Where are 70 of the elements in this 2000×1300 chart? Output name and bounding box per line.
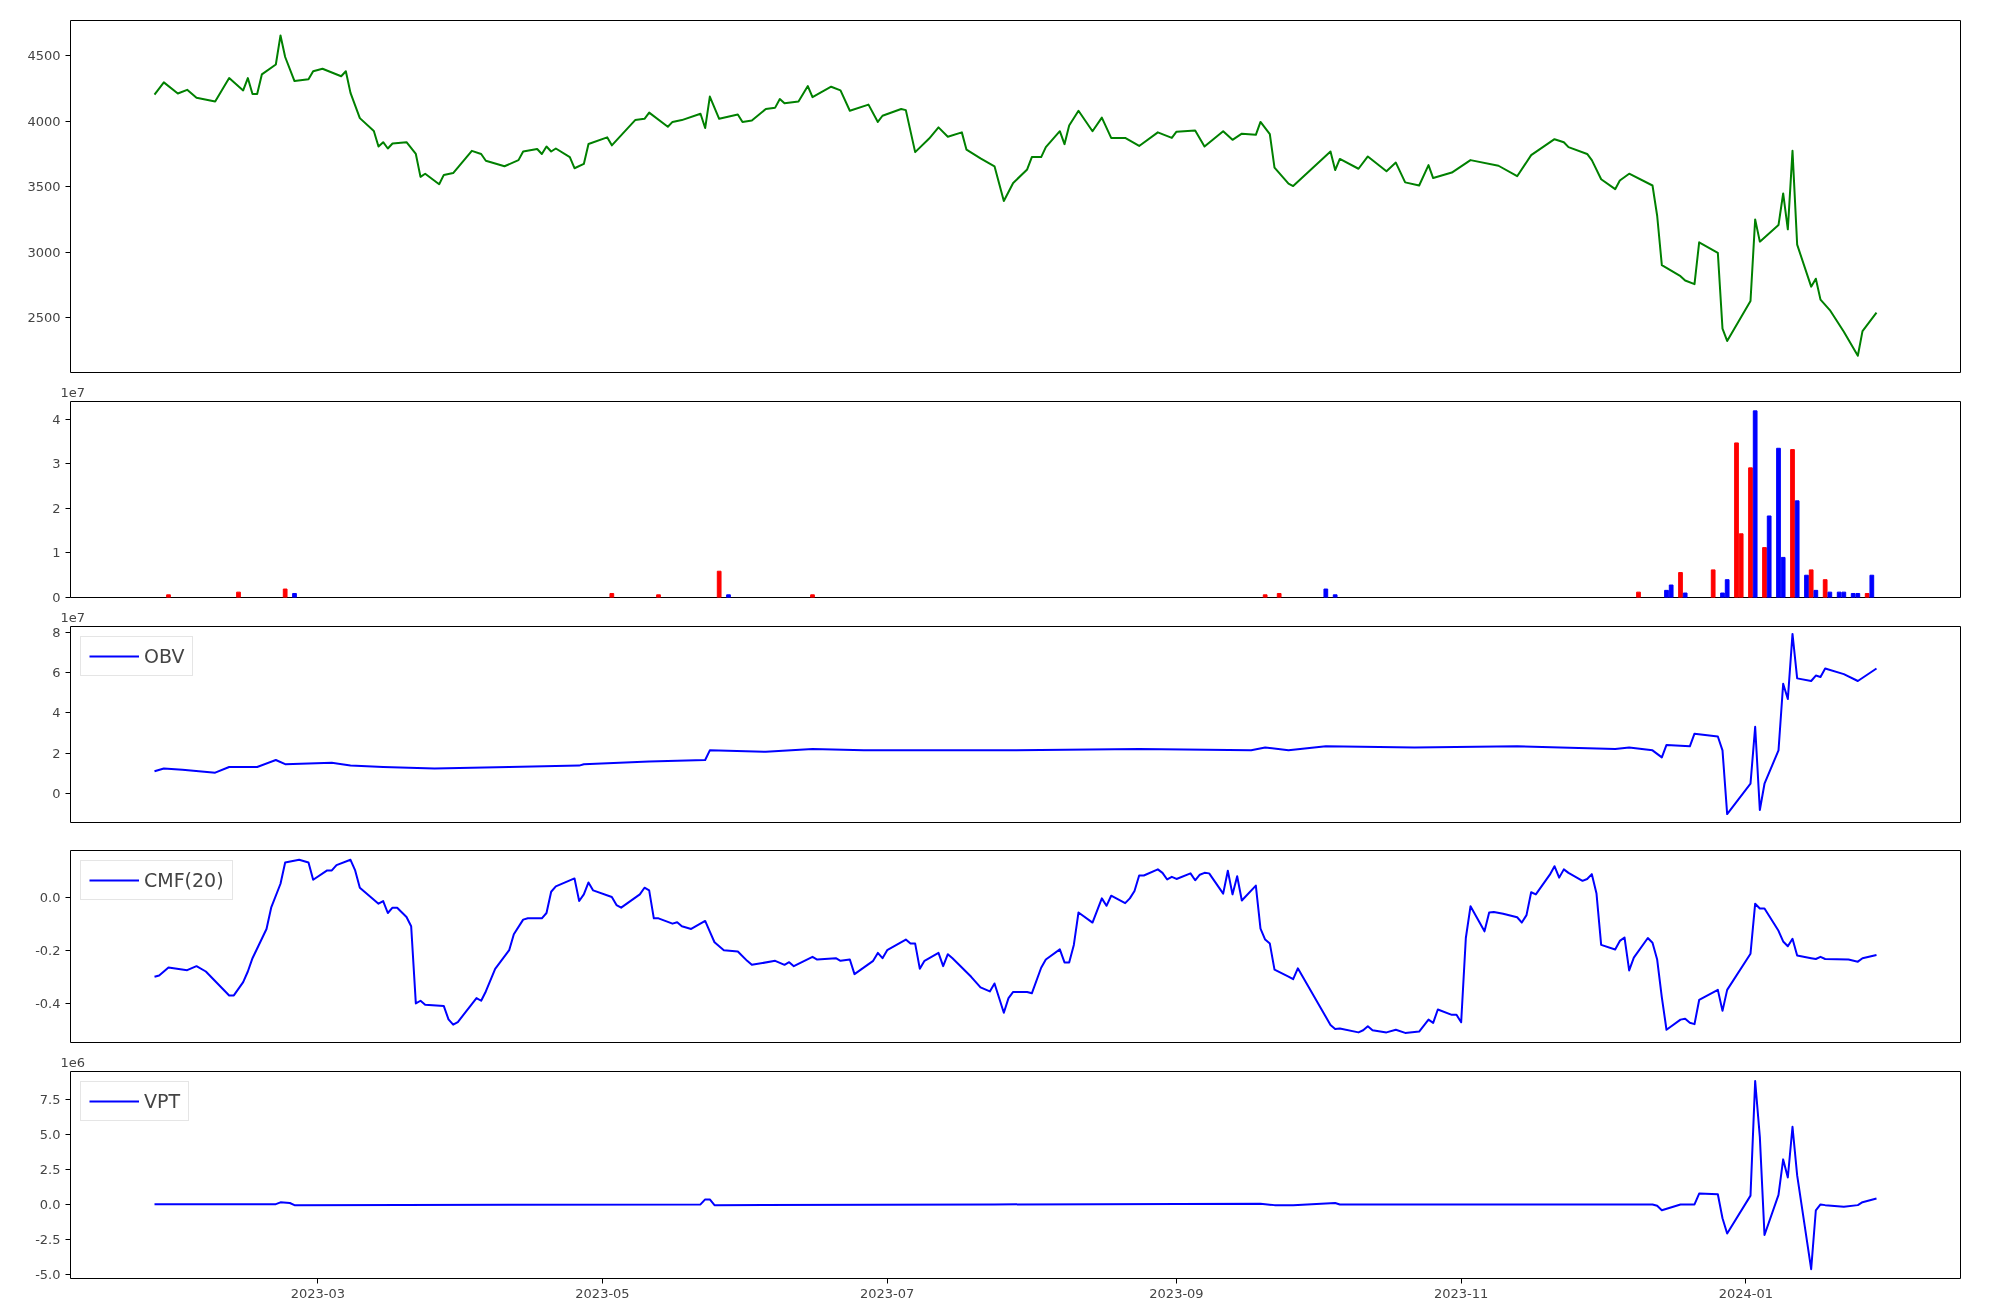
bar <box>1841 591 1847 598</box>
x-tick-label: 2024-01 <box>1718 1285 1773 1300</box>
bar <box>1804 574 1809 598</box>
bar <box>1668 584 1674 598</box>
bar <box>292 592 297 598</box>
y-tick-label: 7.5 <box>39 1092 61 1108</box>
bar <box>1869 574 1875 598</box>
y-tick-label: -0.4 <box>35 995 61 1011</box>
y-tick-label: 4 <box>52 705 61 721</box>
x-tick-label: 2023-07 <box>860 1285 915 1300</box>
bar <box>1794 500 1800 598</box>
bar <box>1710 569 1716 598</box>
y-tick-label: 4000 <box>27 113 61 129</box>
line-series <box>153 34 1878 357</box>
bar <box>1766 515 1772 598</box>
y-tick-label: 3000 <box>27 244 61 260</box>
x-tick-label: 2023-03 <box>290 1285 345 1300</box>
bar <box>716 570 722 598</box>
y-tick-label: 6 <box>52 665 61 681</box>
y-tick-label: 2 <box>52 745 61 761</box>
y-tick-label: 2 <box>52 500 61 516</box>
y-tick-label: 8 <box>52 625 61 641</box>
x-tick-label: 2023-11 <box>1434 1285 1489 1300</box>
y-axis-title: 1e6 <box>60 1054 86 1070</box>
legend-label: VPT <box>144 1090 181 1112</box>
bar <box>1682 592 1688 598</box>
y-axis-title: 1e7 <box>60 384 86 400</box>
y-tick-label: -2.5 <box>35 1231 61 1247</box>
y-tick-label: 0.0 <box>39 889 61 905</box>
bar <box>1332 594 1338 598</box>
bar <box>609 592 615 598</box>
bar <box>1262 594 1268 598</box>
bar <box>1822 579 1828 598</box>
y-tick-label: 1 <box>52 545 61 561</box>
bar <box>726 594 731 598</box>
bar <box>1752 410 1758 598</box>
y-axis-title: 1e7 <box>60 609 86 625</box>
bar <box>1855 592 1861 598</box>
bar <box>1323 588 1329 598</box>
x-tick-label: 2023-05 <box>575 1285 630 1300</box>
y-tick-label: 3 <box>52 456 61 472</box>
y-tick-label: 4500 <box>27 48 61 64</box>
bar <box>1813 589 1819 598</box>
y-tick-label: 3500 <box>27 179 61 195</box>
y-tick-label: -5.0 <box>35 1266 61 1282</box>
y-tick-label: 0 <box>52 590 61 605</box>
y-tick-label: -0.2 <box>35 942 61 958</box>
bar <box>1678 572 1683 598</box>
y-tick-label: 2.5 <box>39 1162 61 1178</box>
bar <box>656 594 661 598</box>
bar <box>1808 569 1814 598</box>
bar <box>1827 591 1833 598</box>
x-tick-label: 2023-09 <box>1149 1285 1204 1300</box>
bar <box>166 594 171 598</box>
legend-label: CMF(20) <box>144 869 224 891</box>
y-tick-label: 2500 <box>27 310 61 326</box>
bar <box>236 591 241 598</box>
bar <box>1790 449 1795 598</box>
y-tick-label: 5.0 <box>39 1127 61 1143</box>
legend-label: OBV <box>144 645 185 667</box>
bar <box>1276 592 1282 598</box>
bar <box>1762 547 1767 598</box>
bar <box>1724 579 1730 598</box>
bar <box>810 594 815 598</box>
bar <box>1748 467 1753 598</box>
y-tick-label: 0.0 <box>39 1196 61 1212</box>
bar <box>1636 591 1641 598</box>
bar <box>282 588 288 598</box>
y-tick-label: 0 <box>52 785 61 801</box>
y-tick-label: 4 <box>52 411 61 427</box>
